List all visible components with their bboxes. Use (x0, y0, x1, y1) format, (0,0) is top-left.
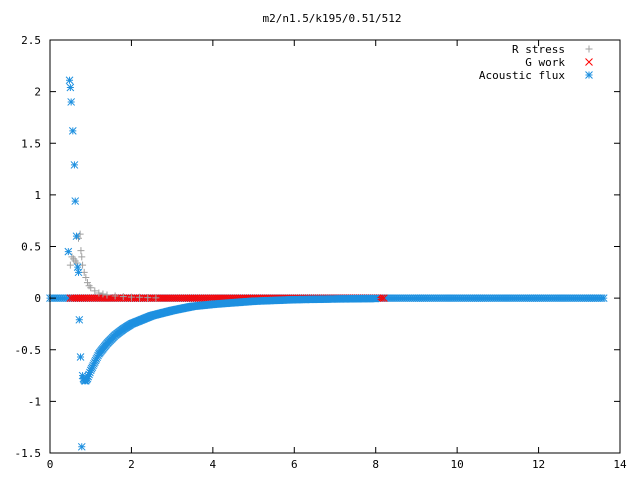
x-tick-label: 2 (128, 458, 135, 471)
acoustic-flux-point (68, 127, 77, 135)
acoustic-flux-point (78, 371, 87, 380)
acoustic-flux-point (73, 263, 82, 272)
acoustic-flux-point (84, 372, 93, 381)
r-stress-point (82, 273, 90, 281)
acoustic-flux-point (371, 294, 379, 303)
r-stress-point (76, 230, 84, 238)
legend-marker (585, 71, 593, 79)
legend-label: G work (525, 56, 565, 69)
legend-marker (585, 58, 593, 66)
x-tick-label: 4 (210, 458, 217, 471)
r-stress-point (103, 291, 111, 299)
y-tick-label: 0.5 (21, 241, 41, 254)
chart-title: m2/n1.5/k195/0.51/512 (262, 12, 401, 25)
axes: 0 2 4 6 8 10 12 14 2.5 2 1.5 1 0.5 0 -0.5 -1 -1.5 (15, 34, 627, 471)
acoustic-flux-point (147, 312, 155, 320)
g-work-point (380, 294, 388, 302)
y-tick-label: -0.5 (15, 344, 42, 357)
acoustic-flux-point (76, 353, 85, 361)
y-tick-label: 1.5 (21, 137, 41, 150)
legend-label: R stress (512, 43, 565, 56)
acoustic-flux-point (87, 364, 96, 373)
r-stress-point (99, 290, 107, 298)
r-stress-point (152, 294, 160, 302)
x-tick-label: 14 (613, 458, 627, 471)
r-stress-point (73, 259, 81, 267)
r-stress-point (95, 289, 103, 297)
acoustic-flux-point (66, 83, 75, 92)
y-tick-label: 1 (34, 189, 41, 202)
g-work-point (377, 294, 386, 302)
x-tick-label: 6 (291, 458, 298, 471)
acoustic-flux-point (92, 354, 101, 363)
acoustic-flux-point (599, 294, 608, 302)
acoustic-flux-point (64, 247, 73, 256)
x-tick-label: 10 (451, 458, 464, 471)
acoustic-flux-point (89, 361, 98, 370)
x-tick-label: 12 (532, 458, 545, 471)
acoustic-flux-point (85, 370, 93, 379)
data-marks (46, 76, 608, 451)
acoustic-flux-point (86, 366, 95, 375)
acoustic-flux-point (70, 161, 79, 169)
r-stress-point (77, 247, 85, 255)
acoustic-flux-point (72, 232, 81, 241)
r-stress-point (136, 293, 144, 301)
y-tick-label: 2.5 (21, 34, 41, 47)
r-stress-point (78, 253, 86, 261)
acoustic-flux-point (71, 197, 80, 205)
acoustic-flux-point (93, 353, 102, 362)
acoustic-flux-point (90, 358, 99, 366)
y-tick-label: -1.5 (15, 447, 42, 460)
r-stress-point (127, 293, 135, 301)
x-tick-label: 8 (372, 458, 379, 471)
acoustic-flux-point (91, 356, 100, 365)
r-stress-point (119, 293, 127, 301)
y-tick-label: 0 (34, 292, 41, 305)
r-stress-point (111, 292, 119, 300)
r-stress-point (66, 261, 74, 269)
legend-marker (585, 45, 593, 53)
acoustic-flux-point (126, 320, 135, 329)
acoustic-flux-point (86, 368, 94, 377)
r-stress-point (91, 287, 99, 295)
acoustic-flux-point (90, 359, 98, 368)
y-tick-label: -1 (28, 395, 41, 408)
acoustic-flux-point (67, 98, 76, 106)
acoustic-flux-point (65, 76, 74, 85)
acoustic-flux-point (75, 315, 84, 324)
acoustic-flux-point (82, 375, 91, 384)
legend-label: Acoustic flux (479, 69, 565, 82)
r-stress-point (83, 279, 91, 287)
acoustic-flux-point (77, 442, 86, 451)
r-stress-point (87, 284, 95, 292)
acoustic-flux-point (94, 351, 102, 360)
acoustic-flux-point (88, 363, 97, 371)
r-stress-point (144, 294, 152, 302)
x-tick-label: 0 (47, 458, 54, 471)
y-tick-label: 2 (34, 86, 41, 99)
acoustic-flux-point (74, 268, 83, 277)
